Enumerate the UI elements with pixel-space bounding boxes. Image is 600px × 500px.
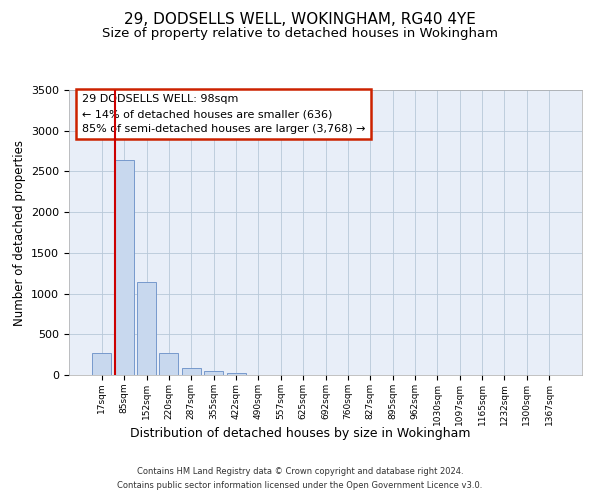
Bar (115, 160, 134, 375)
Bar (92, 353, 112, 375)
Text: Contains public sector information licensed under the Open Government Licence v3: Contains public sector information licen… (118, 481, 482, 490)
Bar (182, 368, 201, 375)
Bar (204, 372, 223, 375)
Bar (227, 373, 245, 375)
Y-axis label: Number of detached properties: Number of detached properties (13, 140, 26, 326)
Text: Contains HM Land Registry data © Crown copyright and database right 2024.: Contains HM Land Registry data © Crown c… (137, 468, 463, 476)
Bar (137, 282, 156, 375)
Text: 29, DODSELLS WELL, WOKINGHAM, RG40 4YE: 29, DODSELLS WELL, WOKINGHAM, RG40 4YE (124, 12, 476, 28)
Text: Size of property relative to detached houses in Wokingham: Size of property relative to detached ho… (102, 28, 498, 40)
Bar (160, 353, 178, 375)
Text: Distribution of detached houses by size in Wokingham: Distribution of detached houses by size … (130, 428, 470, 440)
Text: 29 DODSELLS WELL: 98sqm
← 14% of detached houses are smaller (636)
85% of semi-d: 29 DODSELLS WELL: 98sqm ← 14% of detache… (82, 94, 365, 134)
